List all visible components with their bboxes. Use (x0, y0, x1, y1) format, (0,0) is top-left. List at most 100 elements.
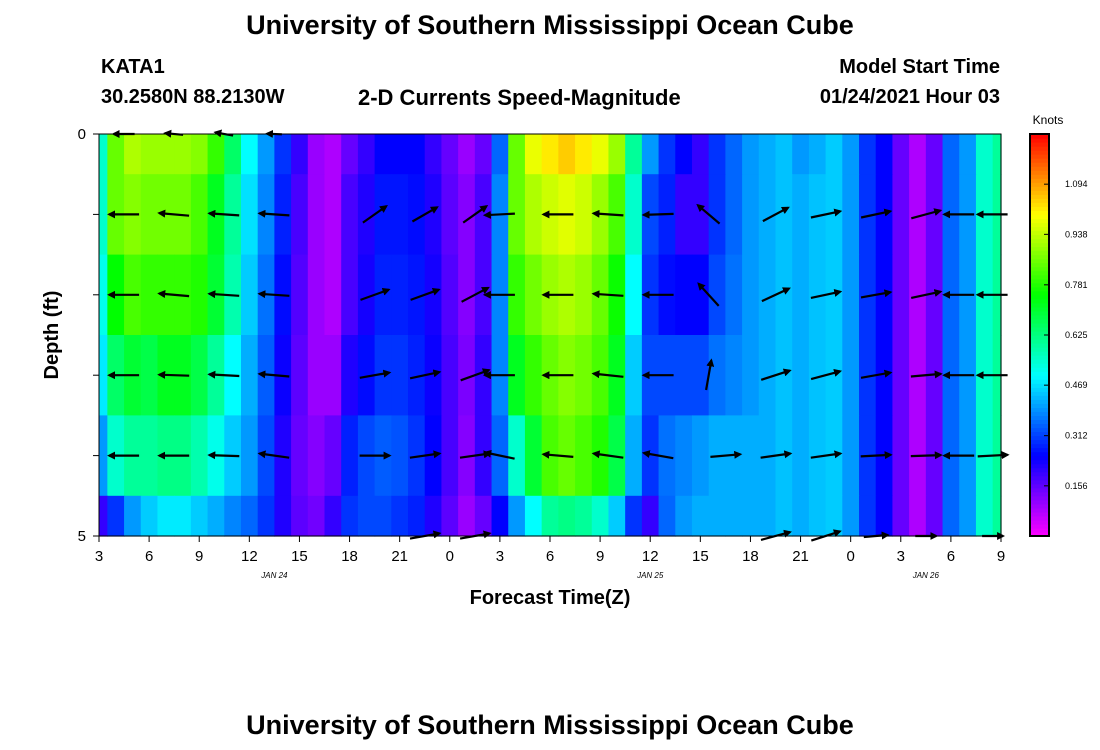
current-vector-arrow (762, 206, 790, 223)
heat-cell (357, 254, 376, 336)
heat-cell (341, 174, 359, 256)
heat-cell (458, 134, 476, 175)
station-id: KATA1 (101, 56, 165, 78)
current-vector-arrow (760, 450, 793, 459)
colorbar-band (1030, 146, 1049, 151)
heat-cell (441, 495, 459, 537)
heat-cell (107, 495, 125, 537)
colorbar-band (1030, 174, 1049, 179)
heat-cell (859, 495, 877, 537)
colorbar-band (1030, 182, 1049, 187)
colorbar-band (1030, 411, 1049, 416)
colorbar-band (1030, 419, 1049, 425)
colorbar-band (1030, 335, 1049, 340)
heat-cell (140, 415, 159, 497)
colorbar-band (1030, 250, 1049, 256)
x-tick-label: 6 (145, 548, 153, 565)
heat-cell (541, 134, 559, 175)
heat-cell (524, 415, 543, 497)
y-tick-label: 5 (78, 528, 86, 545)
current-vector-arrow (696, 203, 721, 225)
current-vector-arrow (461, 286, 490, 303)
heat-cell (99, 174, 108, 256)
current-vector-arrow (810, 289, 843, 299)
heat-cell (324, 335, 342, 416)
heat-cell (675, 415, 693, 497)
colorbar-band (1030, 383, 1049, 388)
axes: 3 6 9 12 15 18 21 0 3 6 9 12 15 18 21 0 3 6 9 JAN 24 JAN 25 J… (78, 126, 1006, 580)
heat-cell (508, 495, 526, 537)
colorbar-band (1030, 194, 1049, 199)
current-vector-arrow (910, 289, 943, 299)
heat-cell (658, 134, 676, 175)
heat-cell (675, 254, 693, 336)
heat-cell (641, 415, 660, 497)
colorbar-band (1030, 314, 1049, 320)
heat-cell (307, 254, 326, 336)
heat-cell (424, 495, 443, 537)
heat-cell (742, 495, 760, 537)
heat-cell (675, 495, 693, 537)
current-vector-arrow (710, 450, 743, 459)
heat-cell (357, 174, 376, 256)
heat-cell (942, 134, 960, 175)
colorbar-band (1030, 202, 1049, 207)
heat-cell (808, 495, 827, 537)
colorbar-tick-label: 1.094 (1065, 179, 1088, 189)
heat-cell (842, 415, 860, 497)
x-tick-label: 12 (241, 548, 258, 565)
heat-cell (274, 495, 292, 537)
colorbar-band (1030, 298, 1049, 304)
heat-cell (474, 134, 493, 175)
heat-cell (742, 254, 760, 336)
heat-cell (508, 415, 526, 497)
current-vector-arrow (362, 205, 388, 224)
x-tick-label: 0 (446, 548, 454, 565)
heat-cell (859, 174, 877, 256)
station-coords: 30.2580N 88.2130W (101, 86, 285, 108)
heat-cell (992, 134, 1002, 175)
heat-cell (608, 495, 626, 537)
y-tick-label: 0 (78, 126, 86, 143)
colorbar-band (1030, 503, 1049, 509)
heat-cell (324, 495, 342, 537)
heat-cell (575, 174, 593, 256)
heat-cell (708, 495, 726, 537)
heat-cell (291, 254, 309, 336)
heat-cell (792, 335, 810, 416)
heat-cell (391, 134, 409, 175)
heat-cell (658, 415, 676, 497)
heat-cell (808, 134, 827, 175)
current-vector-arrow (697, 282, 720, 307)
heat-cell (758, 134, 777, 175)
colorbar-band (1030, 258, 1049, 264)
heat-cell (675, 335, 693, 416)
current-vector-arrow (257, 209, 290, 218)
heat-cell (391, 415, 409, 497)
colorbar-band (1030, 395, 1049, 400)
heat-cell (842, 495, 860, 537)
heat-cell (842, 335, 860, 416)
heat-cell (441, 174, 459, 256)
heat-cell (99, 335, 108, 416)
heat-cell (107, 134, 125, 175)
colorbar-band (1030, 310, 1049, 316)
heat-cell (608, 134, 626, 175)
x-tick-label: 12 (642, 548, 659, 565)
heat-cell (725, 335, 743, 416)
colorbar-band (1030, 519, 1049, 525)
colorbar-band (1030, 246, 1049, 252)
heat-cell (99, 415, 108, 497)
colorbar-band (1030, 531, 1049, 537)
heat-cell (859, 254, 877, 336)
heat-cell (374, 254, 392, 336)
heat-cell (291, 335, 309, 416)
current-vector-arrow (207, 209, 240, 218)
heat-cell (207, 495, 225, 537)
heat-cell (959, 495, 977, 537)
colorbar-band (1030, 463, 1049, 469)
heat-cell (307, 134, 326, 175)
colorbar-band (1030, 286, 1049, 292)
heat-cell (758, 254, 777, 336)
